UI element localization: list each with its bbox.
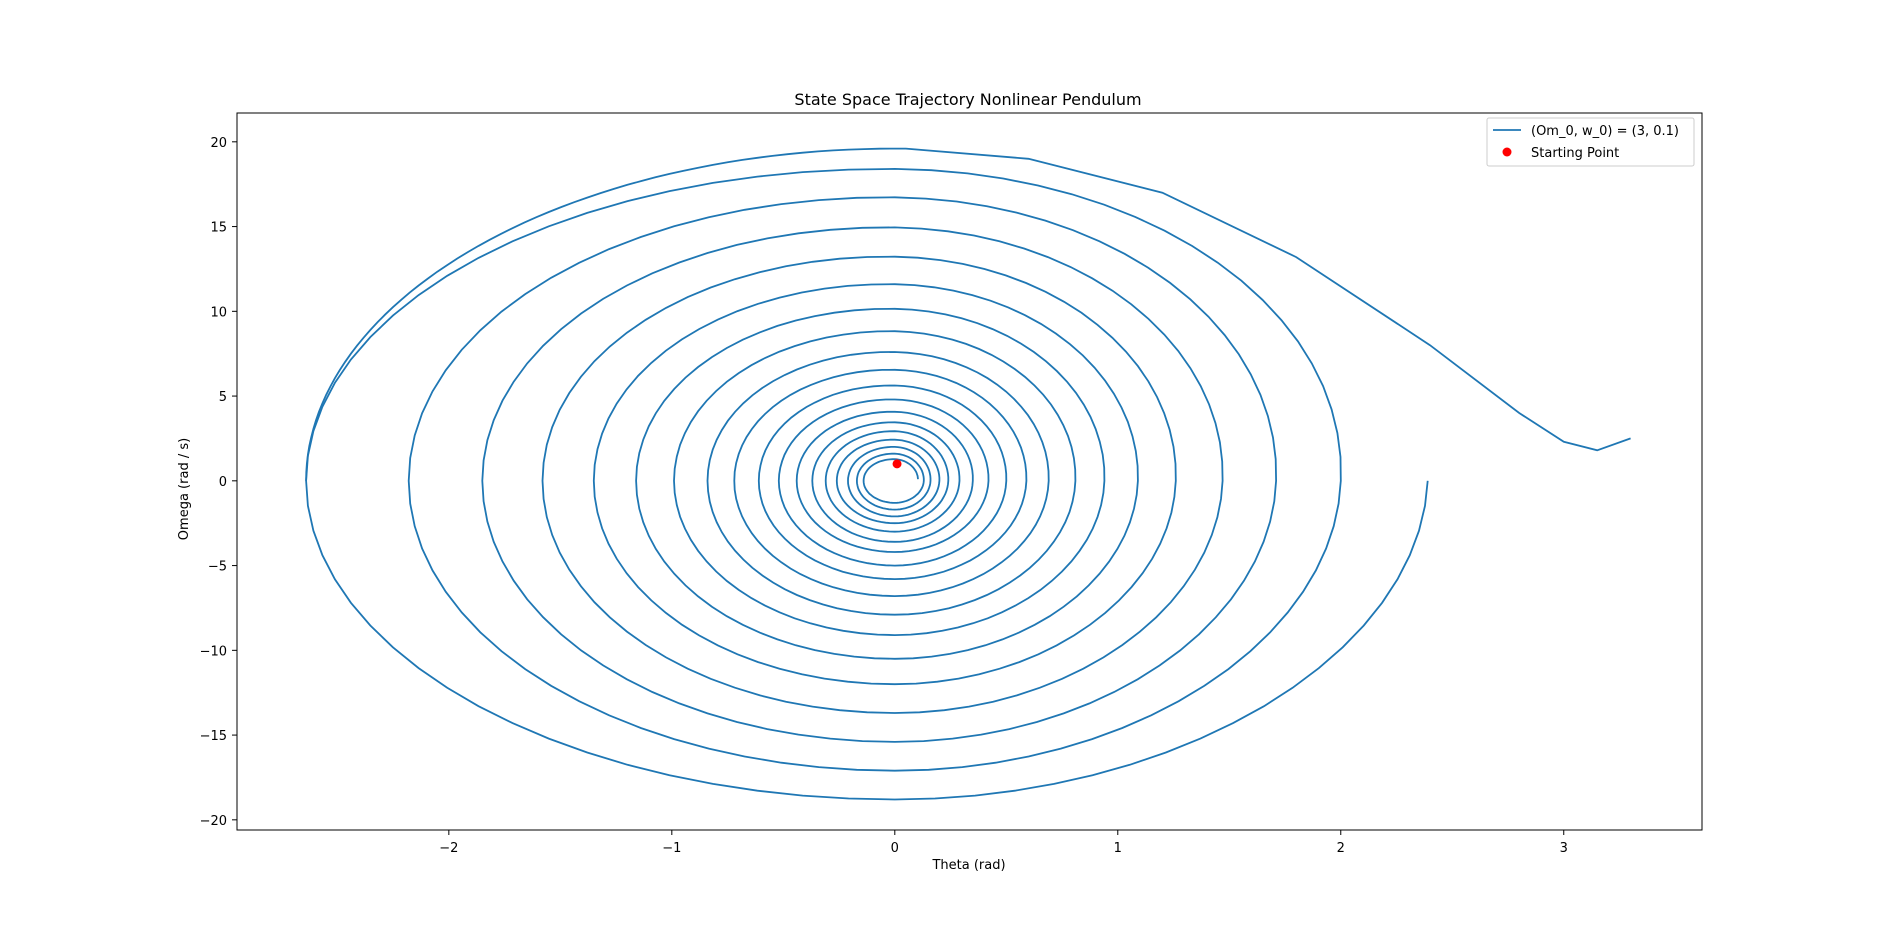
legend-box (1486, 117, 1695, 167)
y-tick-label: −10 (200, 644, 227, 659)
y-axis-label: Omega (rad / s) (177, 438, 192, 540)
y-tick-label: 20 (210, 136, 227, 151)
y-tick-label: 15 (210, 221, 227, 236)
starting-point-marker (892, 459, 902, 469)
trajectory-outer-branch-line (305, 147, 1631, 481)
legend-entry-trajectory: (Om_0, w_0) = (3, 0.1) (1531, 124, 1679, 139)
y-tick-label: −20 (200, 814, 227, 829)
x-tick-label: −1 (662, 841, 681, 856)
y-tick-label: 0 (219, 475, 227, 490)
x-tick-label: −2 (439, 841, 458, 856)
x-tick-label: 1 (1114, 841, 1122, 856)
x-tick-label: 2 (1337, 841, 1345, 856)
legend-entry-starting-point: Starting Point (1531, 146, 1619, 161)
y-tick-label: −5 (208, 560, 227, 575)
y-tick-label: 10 (210, 305, 227, 320)
x-tick-label: 3 (1560, 841, 1568, 856)
chart-title: State Space Trajectory Nonlinear Pendulu… (794, 90, 1141, 109)
plot-area (305, 147, 1631, 801)
legend-marker-swatch (1502, 147, 1512, 157)
y-tick-label: 5 (219, 390, 227, 405)
plot-frame (236, 112, 1703, 831)
x-tick-label: 0 (891, 841, 899, 856)
legend: (Om_0, w_0) = (3, 0.1) Starting Point (1486, 117, 1695, 167)
trajectory-spiral-line (305, 167, 1429, 801)
y-tick-label: −15 (200, 729, 227, 744)
x-axis-label: Theta (rad) (931, 858, 1005, 873)
